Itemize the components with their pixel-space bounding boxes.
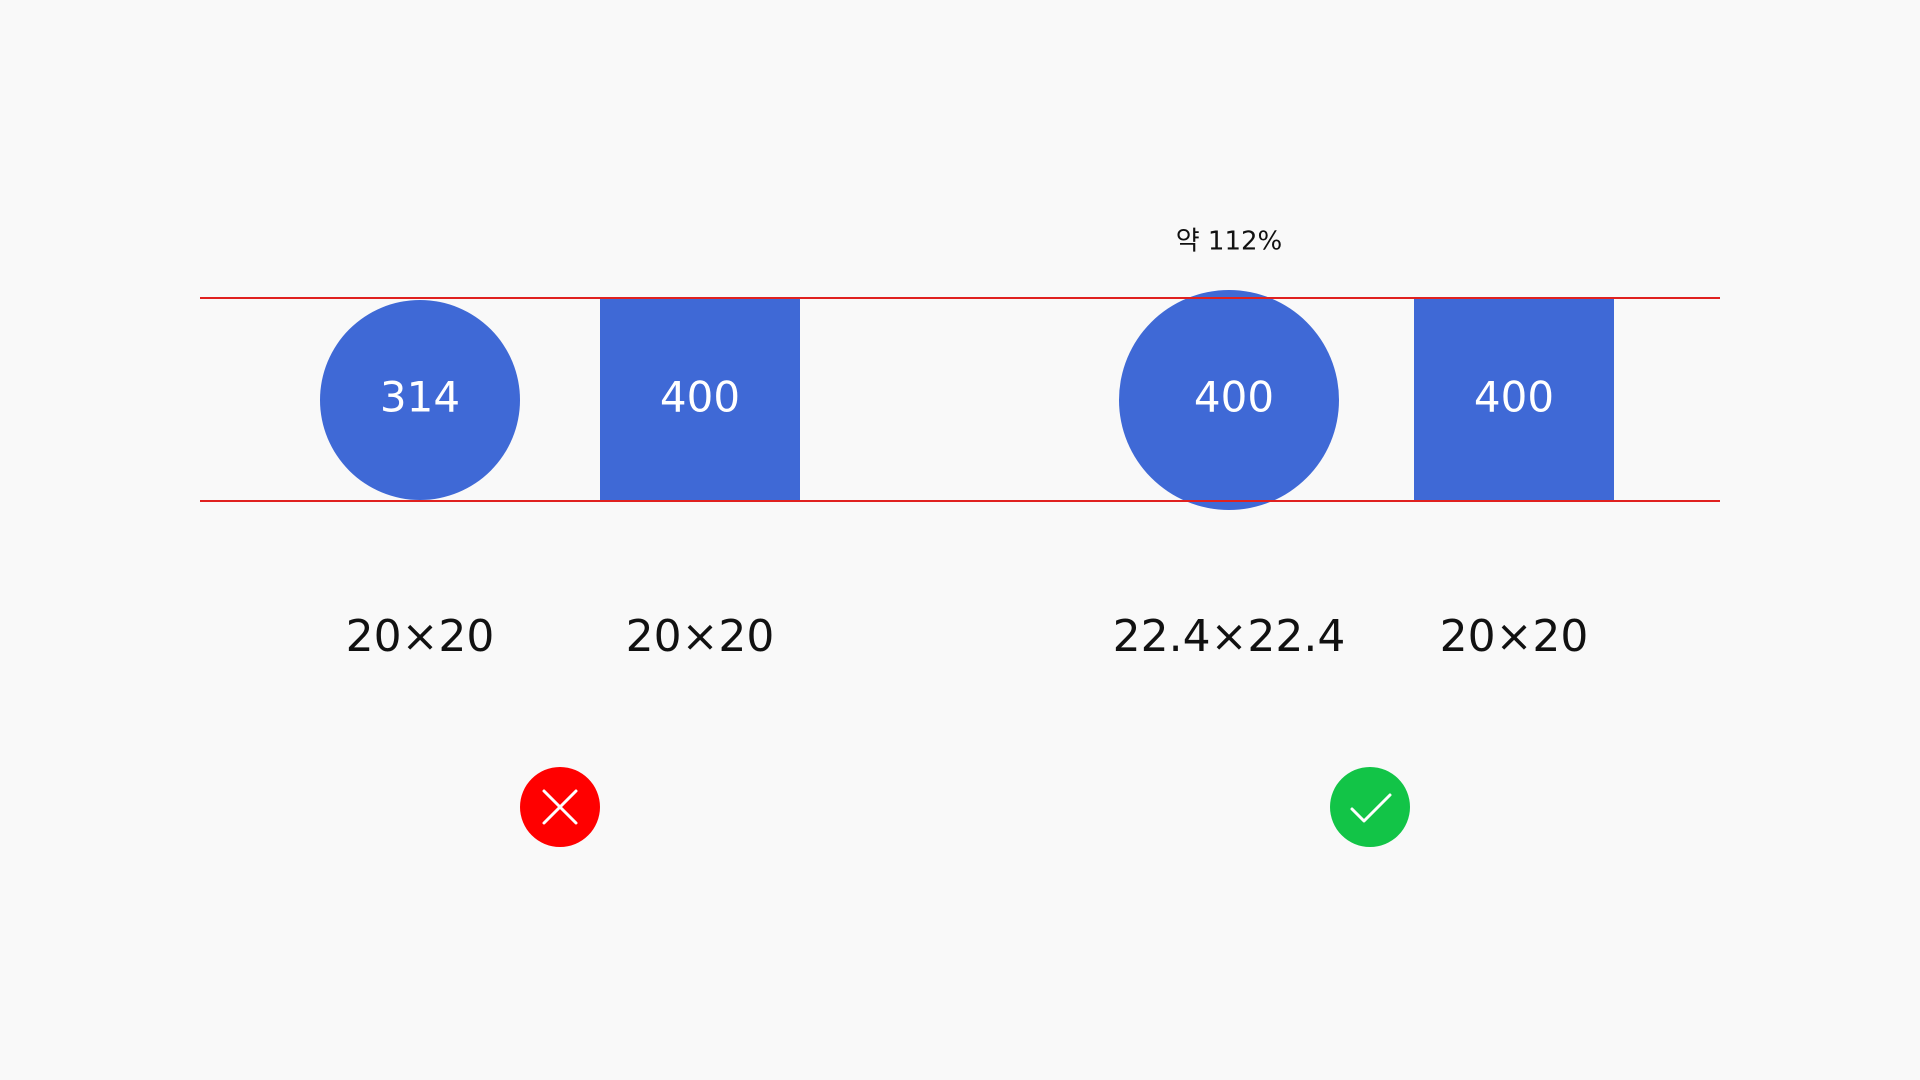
check-mark bbox=[1350, 793, 1392, 823]
size-label: 20×20 bbox=[346, 611, 495, 662]
size-label: 20×20 bbox=[626, 611, 775, 662]
shape-label: 314 bbox=[380, 373, 460, 422]
shape-label: 400 bbox=[660, 373, 740, 422]
cross-mark bbox=[542, 789, 578, 825]
square-shape bbox=[600, 299, 800, 500]
icon-circle bbox=[1330, 767, 1410, 847]
wrong-icon bbox=[520, 767, 600, 847]
annotation: 약 112% bbox=[1176, 227, 1283, 257]
shape-label: 400 bbox=[1474, 373, 1554, 422]
size-label: 20×20 bbox=[1440, 611, 1589, 662]
shape-label: 400 bbox=[1194, 373, 1274, 422]
correct-icon bbox=[1330, 767, 1410, 847]
size-label: 22.4×22.4 bbox=[1113, 611, 1346, 662]
circle-shape bbox=[1119, 290, 1339, 510]
circle-shape bbox=[320, 300, 520, 500]
square-shape bbox=[1414, 299, 1614, 500]
